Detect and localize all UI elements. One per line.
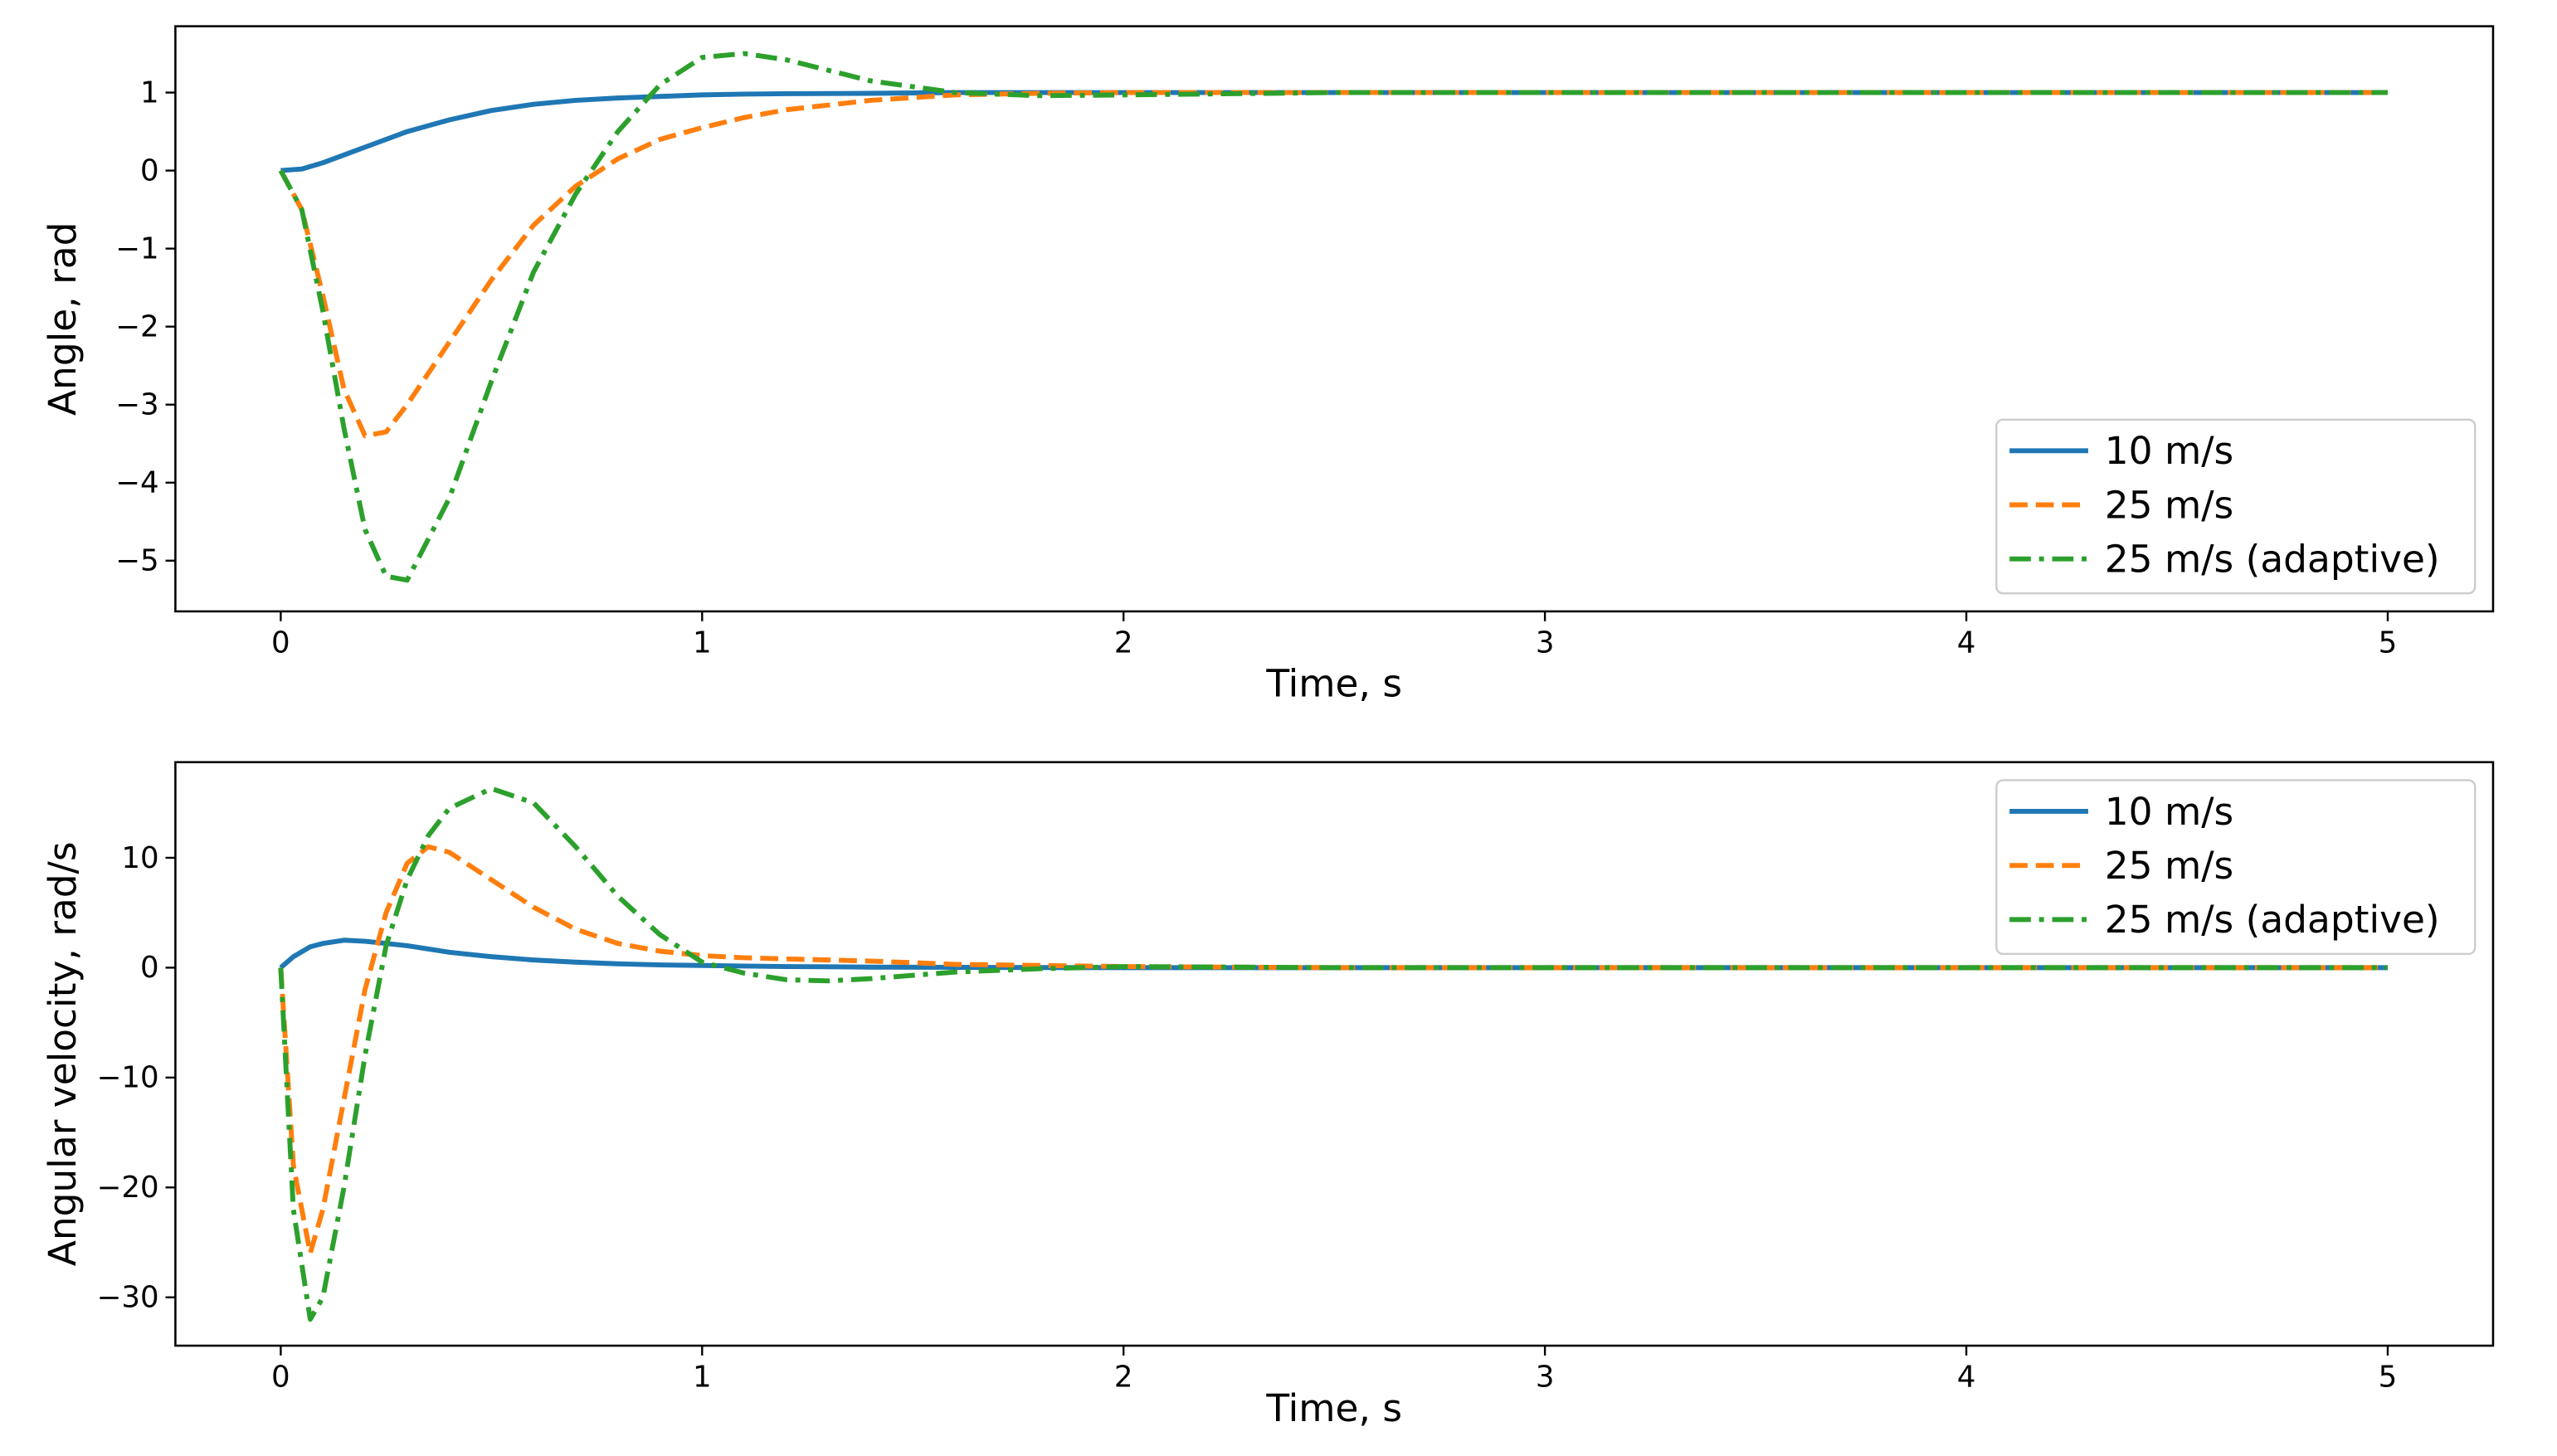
x-tick-label: 4 bbox=[1957, 626, 1976, 660]
x-tick-label: 0 bbox=[271, 1360, 290, 1394]
legend-label: 25 m/s (adaptive) bbox=[2105, 538, 2440, 582]
x-axis-label: Time, s bbox=[1265, 1386, 1402, 1430]
legend-label: 25 m/s bbox=[2105, 844, 2233, 888]
legend-box bbox=[1995, 779, 2477, 956]
series-line bbox=[278, 844, 2388, 1256]
series-line bbox=[278, 51, 2388, 583]
y-axis-label: Angle, rad bbox=[41, 222, 85, 416]
legend-box bbox=[1995, 418, 2477, 595]
series-line bbox=[278, 90, 2388, 439]
x-tick-label: 3 bbox=[1536, 626, 1555, 660]
y-tick-label: −1 bbox=[115, 231, 158, 265]
axes-frame bbox=[174, 25, 2495, 613]
x-tick-label: 3 bbox=[1536, 1360, 1555, 1394]
legend-label: 10 m/s bbox=[2105, 429, 2233, 473]
x-tick-label: 5 bbox=[2379, 1360, 2398, 1394]
y-tick-label: 1 bbox=[140, 75, 159, 110]
y-tick-label: −4 bbox=[115, 466, 158, 500]
x-axis-label: Time, s bbox=[1265, 662, 1402, 706]
x-tick-label: 1 bbox=[693, 1360, 712, 1394]
x-tick-label: 2 bbox=[1114, 1360, 1133, 1394]
plot-lines bbox=[278, 51, 2388, 583]
y-tick-label: 10 bbox=[121, 841, 158, 875]
y-tick-label: −3 bbox=[115, 388, 158, 422]
y-axis-label: Angular velocity, rad/s bbox=[41, 841, 85, 1266]
legend-label: 25 m/s (adaptive) bbox=[2105, 898, 2440, 942]
plot-lines bbox=[278, 786, 2388, 1322]
axes-frame bbox=[174, 761, 2495, 1347]
y-tick-label: −5 bbox=[115, 544, 158, 578]
y-tick-label: −30 bbox=[97, 1281, 159, 1315]
legend-label: 10 m/s bbox=[2105, 790, 2233, 834]
x-tick-label: 1 bbox=[693, 626, 712, 660]
x-tick-label: 2 bbox=[1114, 626, 1133, 660]
y-tick-label: −20 bbox=[97, 1171, 159, 1205]
series-line bbox=[278, 786, 2388, 1322]
y-tick-label: 0 bbox=[140, 951, 159, 985]
x-tick-label: 4 bbox=[1957, 1360, 1976, 1394]
x-tick-label: 0 bbox=[271, 626, 290, 660]
x-tick-label: 5 bbox=[2379, 626, 2398, 660]
y-tick-label: −2 bbox=[115, 310, 158, 344]
legend-label: 25 m/s bbox=[2105, 483, 2233, 527]
y-tick-label: −10 bbox=[97, 1061, 159, 1095]
y-tick-label: 0 bbox=[140, 153, 159, 187]
